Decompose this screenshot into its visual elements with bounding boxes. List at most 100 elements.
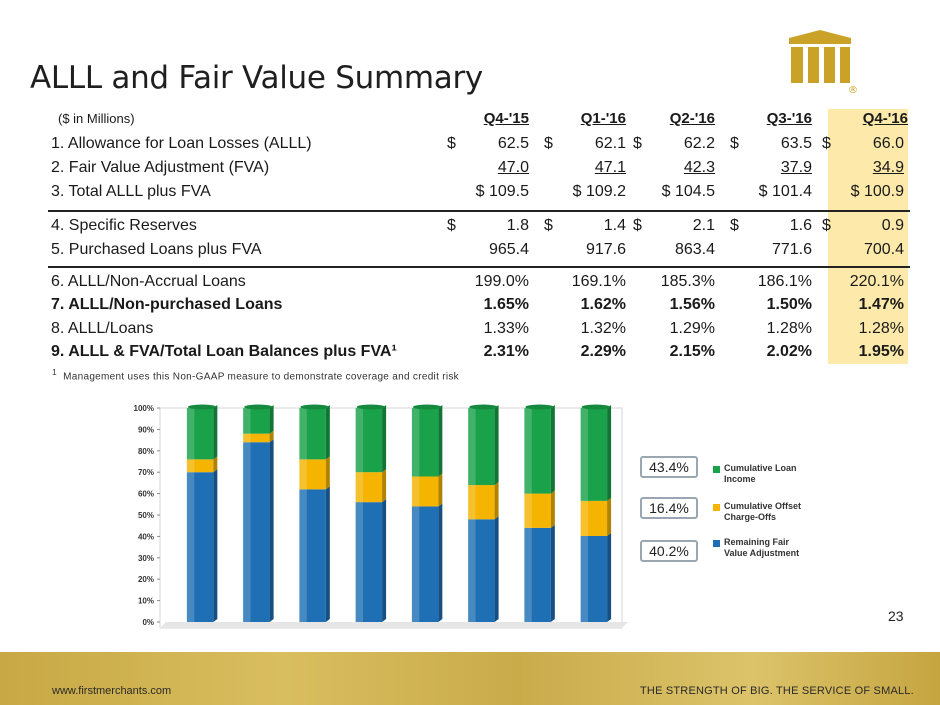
bar-highlight: [186, 472, 195, 622]
bar-side: [438, 473, 443, 507]
table-row: 7. ALLL/Non-purchased Loans 1.65% 1.62% 1.5…: [48, 293, 910, 317]
table-cell: 185.3%: [633, 270, 715, 294]
y-tick-label: 30%: [138, 554, 154, 563]
column-header: Q4-'16: [862, 110, 908, 127]
table-cell: $1.8: [447, 214, 529, 238]
bar-highlight: [524, 527, 532, 622]
cell-value: $ 109.5: [475, 183, 529, 200]
cell-value: 965.4: [488, 241, 529, 258]
y-tick-label: 20%: [138, 575, 154, 584]
bar-highlight: [468, 485, 476, 520]
bar-side: [213, 456, 218, 473]
bar-cap: [525, 404, 554, 410]
callout-income-pct: 43.4%: [640, 456, 698, 478]
bar-highlight: [186, 408, 195, 460]
dollar-sign: $: [730, 135, 739, 152]
cell-value: 47.0: [497, 159, 529, 176]
bar-side: [494, 516, 499, 622]
cell-value: 700.4: [863, 241, 904, 258]
bar-segment: [468, 408, 495, 486]
row-label: 2. Fair Value Adjustment (FVA): [51, 159, 270, 176]
bar-highlight: [243, 433, 251, 443]
bar-segment: [355, 408, 383, 473]
table-cell: 47.0: [447, 156, 529, 180]
bar-highlight: [411, 476, 420, 507]
table-cell: $ 109.5: [447, 180, 529, 204]
fair-value-chart: 0%10%20%30%40%50%60%70%80%90%100%2012201…: [128, 392, 634, 632]
bar-segment: [524, 408, 551, 494]
y-tick-label: 40%: [138, 532, 154, 541]
bar-highlight: [411, 408, 420, 477]
table-cell: 2.29%: [544, 340, 626, 364]
dollar-sign: $: [447, 217, 456, 234]
bar-cap: [244, 404, 273, 410]
row-label: 4. Specific Reserves: [51, 217, 197, 234]
cell-value: 37.9: [780, 159, 812, 176]
bar-highlight: [243, 442, 251, 622]
bar-side: [325, 456, 330, 490]
bar-segment: [468, 519, 495, 622]
cell-value: 1.62%: [580, 296, 626, 313]
cell-value: 63.5: [780, 135, 812, 152]
table-cell: 1.29%: [633, 317, 715, 341]
table-row: 3. Total ALLL plus FVA $ 109.5 $ 109.2 $ 10…: [48, 180, 910, 204]
table-cell: 2.02%: [730, 340, 812, 364]
table-divider: [48, 266, 910, 268]
bar-segment: [524, 527, 551, 622]
table-cell: 42.3: [633, 156, 715, 180]
bar-side: [269, 405, 274, 434]
table-cell: $ 104.5: [633, 180, 715, 204]
cell-value: 1.32%: [580, 320, 626, 337]
cell-value: $ 100.9: [850, 183, 904, 200]
table-cell: 199.0%: [447, 270, 529, 294]
table-row: 9. ALLL & FVA/Total Loan Balances plus F…: [48, 340, 910, 364]
cell-value: 1.33%: [483, 320, 529, 337]
table-cell: 917.6: [544, 238, 626, 262]
table-cell: 37.9: [730, 156, 812, 180]
cell-value: 1.8: [506, 217, 529, 234]
y-tick-label: 100%: [134, 404, 154, 413]
bar-highlight: [524, 493, 532, 528]
cell-value: 1.65%: [483, 296, 529, 313]
footer-band: [0, 652, 940, 705]
bar-highlight: [468, 408, 476, 486]
table-cell: 186.1%: [730, 270, 812, 294]
bar-segment: [580, 500, 608, 536]
cell-value: $ 109.2: [572, 183, 626, 200]
bar-side: [382, 405, 387, 473]
footer-url[interactable]: www.firstmerchants.com: [52, 685, 172, 697]
bar-highlight: [468, 519, 476, 622]
dollar-sign: $: [447, 135, 456, 152]
callout-offset-pct: 16.4%: [640, 497, 698, 519]
table-cell: 1.65%: [447, 293, 529, 317]
bar-segment: [299, 408, 326, 460]
table-cell: 2.31%: [447, 340, 529, 364]
table-cell: $ 100.9: [822, 180, 904, 204]
row-label: 3. Total ALLL plus FVA: [51, 183, 211, 200]
bar-side: [438, 503, 443, 622]
bar-cap: [412, 404, 442, 410]
bar-highlight: [355, 472, 364, 503]
footer-tagline: THE STRENGTH OF BIG. THE SERVICE OF SMAL…: [640, 685, 914, 697]
highlight-column: [828, 109, 908, 364]
y-tick-label: 70%: [138, 468, 154, 477]
table-cell: 700.4: [822, 238, 904, 262]
cell-value: 220.1%: [849, 273, 904, 290]
table-cell: $ 101.4: [730, 180, 812, 204]
table-cell: 771.6: [730, 238, 812, 262]
table-cell: $1.6: [730, 214, 812, 238]
plot-floor: [160, 622, 628, 628]
cell-value: 2.02%: [766, 343, 812, 360]
cell-value: 1.95%: [858, 343, 904, 360]
bar-segment: [580, 535, 608, 622]
bar-side: [269, 430, 274, 443]
table-row: 6. ALLL/Non-Accrual Loans 199.0% 169.1% 185…: [48, 270, 910, 294]
table-cell: 169.1%: [544, 270, 626, 294]
bar-cap: [356, 404, 386, 410]
row-label: 6. ALLL/Non-Accrual Loans: [51, 273, 246, 290]
table-cell: $ 109.2: [544, 180, 626, 204]
cell-value: 34.9: [872, 159, 904, 176]
bar-cap: [581, 404, 611, 410]
bar-side: [550, 490, 555, 528]
cell-value: 1.50%: [766, 296, 812, 313]
